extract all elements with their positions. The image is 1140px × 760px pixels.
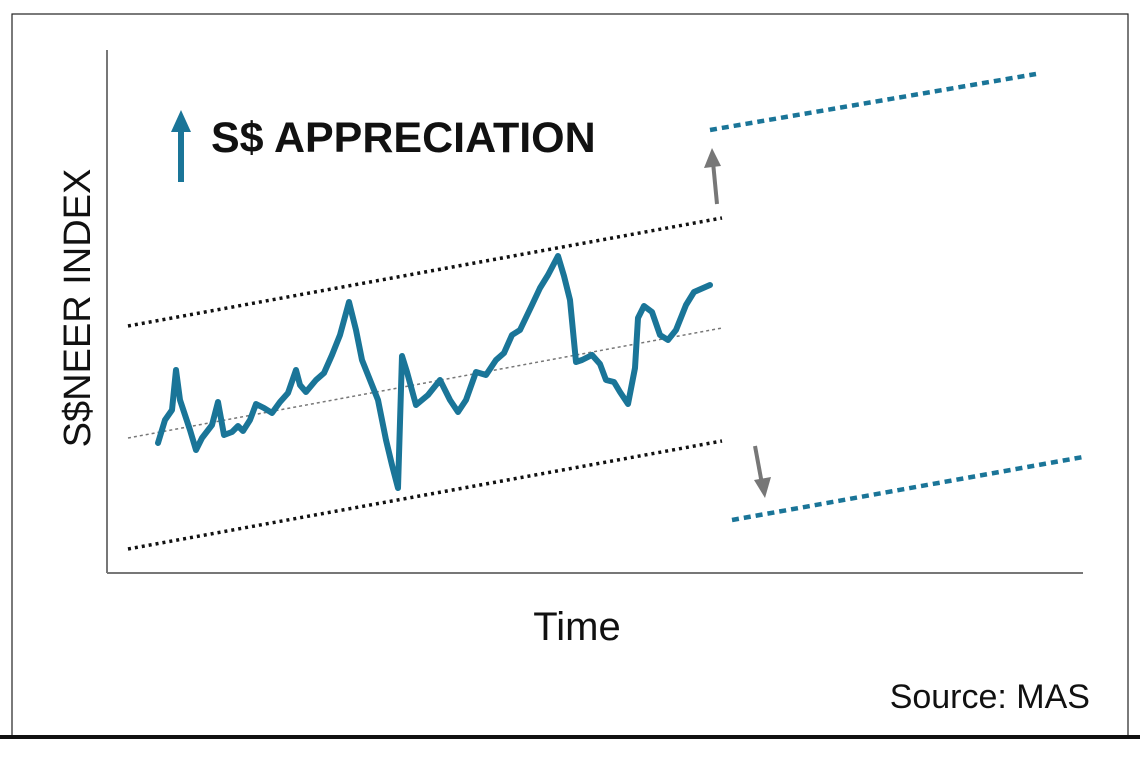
shift-down-arrow: [753, 445, 771, 498]
y-axis-label: S$NEER INDEX: [57, 169, 99, 448]
source-note: Source: MAS: [890, 678, 1090, 716]
x-axis-label: Time: [533, 605, 620, 649]
lower-band: [127, 439, 723, 551]
title: S$ APPRECIATION: [211, 114, 596, 162]
upper-band: [127, 216, 723, 328]
shift-up-arrow: [704, 148, 721, 205]
new-lower-band: [731, 454, 1084, 523]
appreciation-arrow: [171, 110, 191, 182]
index-line: [155, 253, 713, 491]
new-upper-band: [709, 71, 1037, 133]
mid-line: [127, 327, 723, 439]
